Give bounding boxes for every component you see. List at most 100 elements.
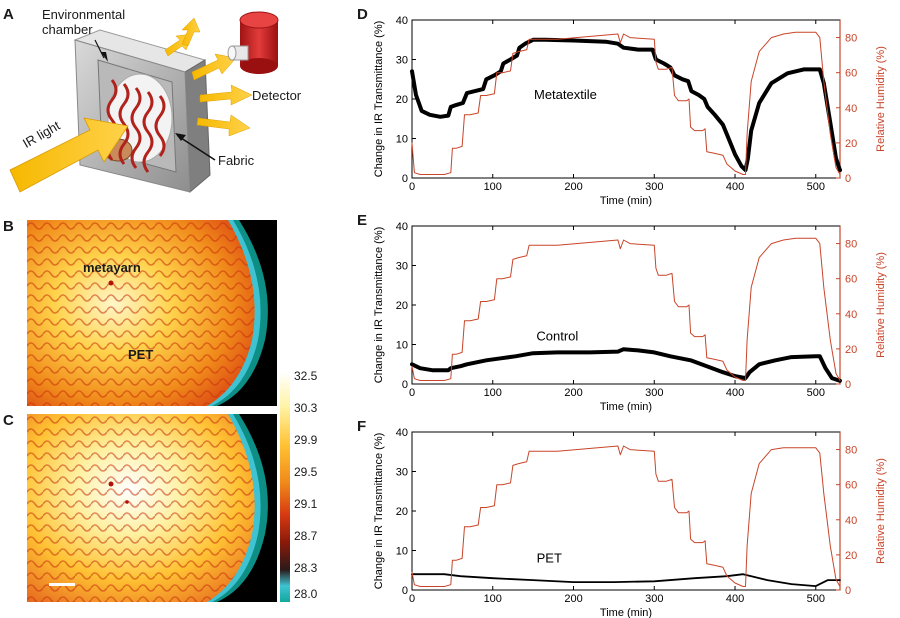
y-tick-label: 20 (396, 94, 408, 106)
x-axis-label: Time (min) (600, 195, 652, 207)
y2-tick-label: 80 (845, 445, 857, 457)
temperature-colorbar (280, 372, 290, 602)
fabric-sample (106, 79, 166, 173)
environmental-chamber (73, 29, 211, 194)
x-tick-label: 400 (726, 387, 744, 399)
colorbar-tick: 29.9 (294, 433, 318, 447)
series-annotation: Metatextile (534, 87, 597, 102)
transmittance-series-line (411, 573, 841, 587)
metayarn-label: metayarn (83, 260, 141, 275)
x-tick-label: 400 (726, 181, 744, 193)
y2-tick-label: 40 (845, 515, 857, 527)
detector-icon (227, 11, 279, 74)
y-tick-label: 0 (402, 585, 408, 597)
series-annotation: Control (536, 329, 578, 344)
x-tick-label: 0 (409, 593, 415, 605)
plot-frame (411, 19, 841, 179)
colorbar-tick: 28.0 (294, 587, 318, 601)
colorbar-tick: 32.5 (294, 369, 318, 383)
x-tick-label: 400 (726, 593, 744, 605)
y-tick-label: 40 (396, 221, 408, 233)
y2-tick-label: 80 (845, 239, 857, 251)
y-tick-label: 10 (396, 134, 408, 146)
y2-tick-label: 60 (845, 68, 857, 80)
x-tick-label: 200 (564, 593, 582, 605)
panel-label-f: F (357, 418, 367, 435)
y2-tick-label: 20 (845, 344, 857, 356)
chamber-label: Environmental chamber (42, 7, 126, 37)
panel-label-a: A (3, 6, 14, 23)
y-tick-label: 0 (402, 173, 408, 185)
pet-label: PET (128, 347, 154, 362)
y-tick-label: 10 (396, 340, 408, 352)
y-tick-label: 30 (396, 467, 408, 479)
y-tick-label: 20 (396, 506, 408, 518)
y-tick-label: 40 (396, 427, 408, 439)
scale-bar (49, 583, 75, 586)
transmittance-series-line (410, 347, 842, 383)
colorbar-tick: 28.7 (294, 529, 318, 543)
x-tick-label: 300 (645, 387, 663, 399)
x-tick-label: 500 (807, 593, 825, 605)
y-axis-label: Change in IR Transmittance (%) (373, 21, 385, 178)
humidity-series-line (411, 31, 841, 175)
x-tick-label: 200 (564, 181, 582, 193)
humidity-series-line (411, 237, 841, 381)
colorbar-tick: 28.3 (294, 561, 318, 575)
plot-frame (411, 431, 841, 591)
y2-tick-label: 40 (845, 103, 857, 115)
y-tick-label: 20 (396, 300, 408, 312)
y-tick-label: 30 (396, 261, 408, 273)
colorbar-tick: 29.5 (294, 465, 318, 479)
x-tick-label: 0 (409, 181, 415, 193)
panel-label-b: B (3, 218, 14, 235)
y2-tick-label: 20 (845, 550, 857, 562)
y2-tick-label: 40 (845, 309, 857, 321)
x-tick-label: 100 (484, 181, 502, 193)
y-tick-label: 30 (396, 55, 408, 67)
y2-tick-label: 0 (845, 585, 851, 597)
colorbar-tick: 30.3 (294, 401, 318, 415)
ir-light-arrow (9, 117, 129, 193)
x-tick-label: 0 (409, 387, 415, 399)
x-tick-label: 200 (564, 387, 582, 399)
panel-label-e: E (357, 212, 368, 229)
thermal-image-c (27, 414, 277, 602)
y-tick-label: 10 (396, 546, 408, 558)
panel-label-d: D (357, 6, 368, 23)
y2-tick-label: 60 (845, 274, 857, 286)
panel-a-schematic (9, 11, 279, 194)
y2-tick-label: 60 (845, 480, 857, 492)
x-tick-label: 500 (807, 387, 825, 399)
colorbar-tick: 29.1 (294, 497, 318, 511)
x-tick-label: 300 (645, 181, 663, 193)
scattered-ir-arrows (164, 17, 253, 137)
y-tick-label: 40 (396, 15, 408, 27)
x-tick-label: 500 (807, 181, 825, 193)
y-axis-label: Change in IR Transmittance (%) (373, 433, 385, 590)
x-tick-label: 100 (484, 387, 502, 399)
fabric-label: Fabric (218, 153, 255, 168)
series-annotation: PET (537, 550, 562, 565)
panel-label-c: C (3, 412, 14, 429)
y-axis-label: Change in IR Transmittance (%) (373, 227, 385, 384)
humidity-series-line (411, 445, 841, 587)
y-tick-label: 0 (402, 379, 408, 391)
y2-tick-label: 20 (845, 138, 857, 150)
y2-tick-label: 0 (845, 379, 851, 391)
y2-tick-label: 80 (845, 33, 857, 45)
x-axis-label: Time (min) (600, 607, 652, 618)
x-axis-label: Time (min) (600, 401, 652, 413)
y2-axis-label: Relative Humidity (%) (875, 458, 887, 564)
y2-axis-label: Relative Humidity (%) (875, 46, 887, 152)
detector-label: Detector (252, 88, 302, 103)
transmittance-series-line (410, 37, 842, 173)
thermal-image-b (27, 220, 277, 406)
y2-tick-label: 0 (845, 173, 851, 185)
x-tick-label: 100 (484, 593, 502, 605)
y2-axis-label: Relative Humidity (%) (875, 252, 887, 358)
x-tick-label: 300 (645, 593, 663, 605)
